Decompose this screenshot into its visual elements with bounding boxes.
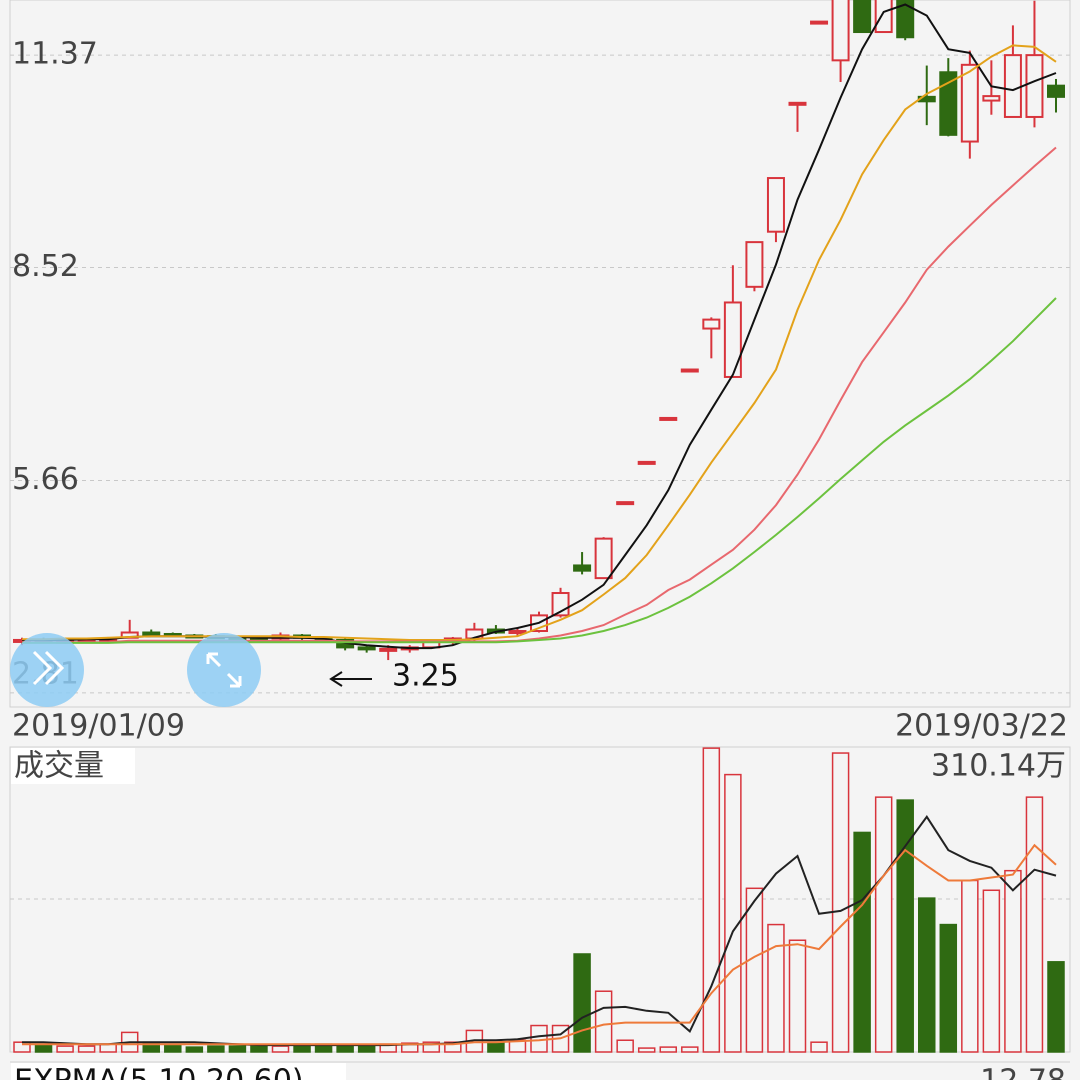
- collapse-button[interactable]: [10, 633, 84, 707]
- volume-bar: [702, 747, 721, 1053]
- volume-bar: [573, 953, 591, 1053]
- volume-bar: [918, 897, 936, 1053]
- candle-body: [896, 0, 915, 39]
- candle-body: [1003, 54, 1022, 118]
- volume-bar: [185, 1046, 204, 1053]
- candle-body: [1047, 84, 1065, 98]
- price-layer: 11.378.525.662.81: [10, 0, 1070, 694]
- low-marker: 3.25: [392, 659, 459, 694]
- volume-bar: [228, 1045, 247, 1053]
- volume-bar: [594, 990, 613, 1053]
- candle-body: [960, 63, 979, 143]
- footer-title: EXPMA(5,10,20,60): [14, 1064, 304, 1080]
- volume-bar: [724, 773, 742, 1053]
- volume-bar: [1047, 961, 1065, 1053]
- candle-body: [379, 647, 398, 652]
- candle-body: [853, 0, 872, 34]
- volume-bar: [659, 1046, 677, 1053]
- candle-body: [680, 368, 699, 373]
- ma-line: [22, 44, 1057, 641]
- volume-bar: [99, 1043, 117, 1053]
- volume-bar: [637, 1047, 656, 1053]
- volume-layer: [13, 747, 1065, 1053]
- candle-body: [939, 71, 958, 136]
- collapse-icon: [44, 650, 65, 686]
- volume-bar: [831, 752, 850, 1053]
- candle-body: [637, 460, 656, 465]
- candle-body: [659, 416, 678, 421]
- volume-bar: [982, 889, 1001, 1053]
- volume-bar: [681, 1046, 699, 1053]
- volume-bar: [767, 923, 785, 1053]
- expand-button[interactable]: [187, 633, 261, 707]
- volume-bar: [896, 799, 914, 1053]
- volume-bar: [401, 1042, 419, 1053]
- candle-body: [723, 301, 742, 378]
- candle-body: [573, 564, 592, 572]
- volume-max-label: 310.14万: [931, 749, 1066, 784]
- ma-line: [22, 297, 1057, 644]
- volume-bar: [207, 1045, 225, 1053]
- candle-body: [766, 177, 785, 233]
- volume-bar: [250, 1045, 268, 1053]
- candle-body: [831, 0, 850, 62]
- volume-bar: [616, 1039, 634, 1053]
- volume-bar: [810, 1041, 828, 1053]
- low-arrow-head: [329, 671, 343, 687]
- volume-bar: [422, 1041, 441, 1053]
- volume-title: 成交量: [14, 749, 104, 784]
- volume-bar: [336, 1045, 354, 1053]
- candle-body: [702, 318, 721, 330]
- candle-body: [142, 631, 161, 636]
- footer-value: 12.78: [980, 1064, 1066, 1080]
- y-tick-label: 5.66: [12, 462, 79, 497]
- volume-bar: [357, 1044, 376, 1053]
- volume-bar: [164, 1043, 182, 1053]
- volume-bar: [853, 831, 871, 1053]
- candle-body: [874, 0, 893, 34]
- volume-ma-line: [22, 843, 1057, 1046]
- volume-bar: [745, 887, 764, 1053]
- ma-line: [22, 146, 1057, 644]
- candle-body: [594, 537, 613, 580]
- y-tick-label: 11.37: [12, 37, 98, 72]
- candle-body: [810, 20, 829, 25]
- price-panel-frame: [9, 0, 1071, 708]
- start-date: 2019/01/09: [12, 709, 185, 744]
- expand-icon: [206, 652, 242, 688]
- volume-bar: [1004, 869, 1022, 1053]
- candle-body: [982, 95, 1001, 102]
- volume-bar: [788, 939, 807, 1053]
- volume-bar: [487, 1041, 505, 1053]
- candle-body: [357, 646, 376, 651]
- ma-line: [22, 3, 1057, 650]
- candle-body: [508, 630, 527, 635]
- volume-bar: [1025, 796, 1044, 1053]
- volume-bar: [961, 879, 979, 1053]
- footer-title-bg: [11, 1063, 346, 1080]
- candle-body: [788, 101, 807, 106]
- expand-button-bg[interactable]: [187, 633, 261, 707]
- volume-title-bg: [11, 748, 135, 784]
- y-tick-label: 8.52: [12, 249, 79, 284]
- volume-bar: [874, 796, 893, 1053]
- volume-bar: [77, 1045, 96, 1053]
- end-date: 2019/03/22: [895, 709, 1068, 744]
- volume-bar: [939, 923, 958, 1053]
- volume-bar: [34, 1043, 53, 1053]
- collapse-icon: [32, 650, 53, 686]
- candle-body: [1025, 54, 1044, 118]
- candle-body: [616, 501, 635, 506]
- label-layer: 2019/01/09 2019/03/22 成交量 310.14万 3.25 E…: [10, 659, 1070, 1080]
- candle-body: [745, 241, 764, 288]
- volume-bar: [56, 1045, 74, 1053]
- volume-bar: [271, 1045, 290, 1053]
